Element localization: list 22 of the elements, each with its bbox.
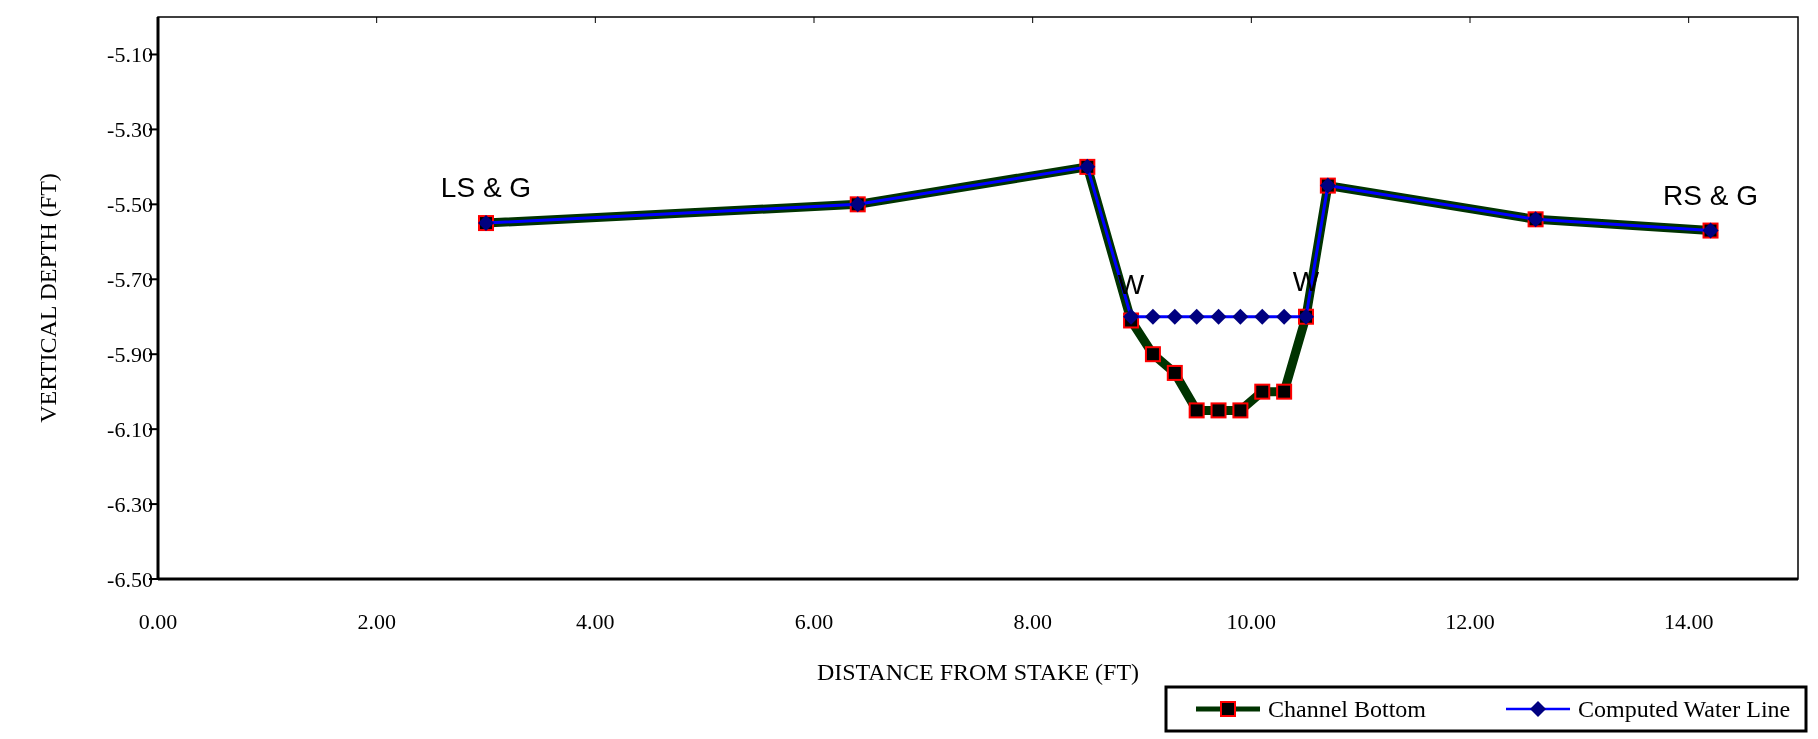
x-tick-label: 0.00 xyxy=(138,609,178,634)
y-tick-label: -5.90 xyxy=(107,341,153,367)
legend-label: Computed Water Line xyxy=(1578,696,1791,723)
y-tick-label: -6.10 xyxy=(107,416,153,442)
y-tick-label: -5.50 xyxy=(107,192,153,218)
x-tick-label: 10.00 xyxy=(1226,609,1277,634)
annotation: RS & G xyxy=(1663,179,1758,211)
y-tick-label: -5.70 xyxy=(107,266,153,292)
legend-label: Channel Bottom xyxy=(1268,696,1427,723)
y-axis-title: VERTICAL DEPTH (FT) xyxy=(35,173,62,423)
y-tick-label: -5.10 xyxy=(107,42,153,68)
x-tick-label: 6.00 xyxy=(794,609,834,634)
y-tick-label: -6.50 xyxy=(107,566,153,592)
x-tick-label: 14.00 xyxy=(1663,609,1714,634)
x-tick-label: 2.00 xyxy=(357,609,396,634)
x-axis-title: DISTANCE FROM STAKE (FT) xyxy=(816,659,1140,685)
x-tick-label: 8.00 xyxy=(1013,609,1052,634)
y-tick-label: -6.30 xyxy=(107,491,153,517)
y-tick-label: -5.30 xyxy=(107,117,153,143)
x-tick-label: 12.00 xyxy=(1445,609,1495,634)
annotation: LS & G xyxy=(440,172,532,204)
x-tick-label: 4.00 xyxy=(576,609,615,634)
